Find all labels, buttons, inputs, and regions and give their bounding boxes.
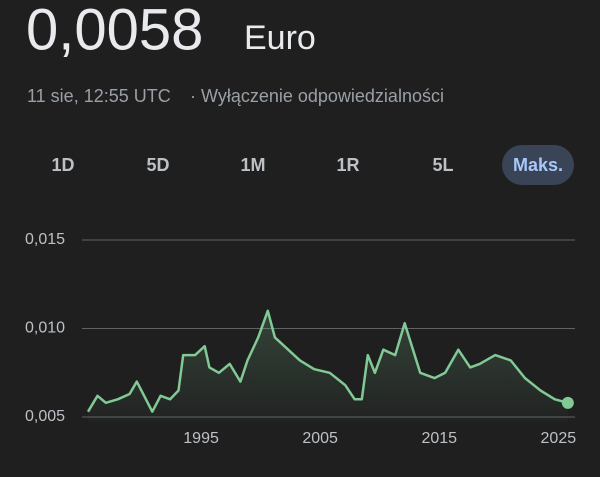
x-tick-label: 2025 [541, 430, 577, 447]
range-tab[interactable]: 5L [432, 155, 453, 175]
last-point [561, 396, 574, 409]
disclaimer-link[interactable]: Wyłączenie odpowiedzialności [201, 86, 444, 106]
range-tab[interactable]: 1D [51, 155, 74, 175]
price: 0,0058 [26, 0, 203, 62]
chart: 0,005 0,010 0,015 1995 2005 2015 2025 [25, 231, 576, 447]
y-tick-label: 0,010 [25, 320, 65, 337]
range-tab[interactable]: 1M [240, 155, 265, 175]
separator: · [190, 86, 196, 106]
x-tick-label: 2005 [302, 430, 338, 447]
range-tabs: 1D 5D 1M 1R 5L Maks. [51, 145, 574, 185]
x-tick-label: 1995 [183, 430, 219, 447]
range-tab-selected-bg [502, 145, 574, 185]
x-tick-label: 2015 [421, 430, 457, 447]
y-tick-label: 0,015 [25, 231, 65, 248]
line [86, 309, 569, 413]
range-tab[interactable]: 5D [146, 155, 169, 175]
currency: Euro [244, 19, 316, 57]
y-tick-label: 0,005 [25, 408, 65, 425]
range-tab[interactable]: Maks. [513, 155, 563, 175]
range-tab[interactable]: 1R [336, 155, 359, 175]
timestamp: 11 sie, 12:55 UTC [27, 86, 171, 106]
area [87, 310, 568, 423]
